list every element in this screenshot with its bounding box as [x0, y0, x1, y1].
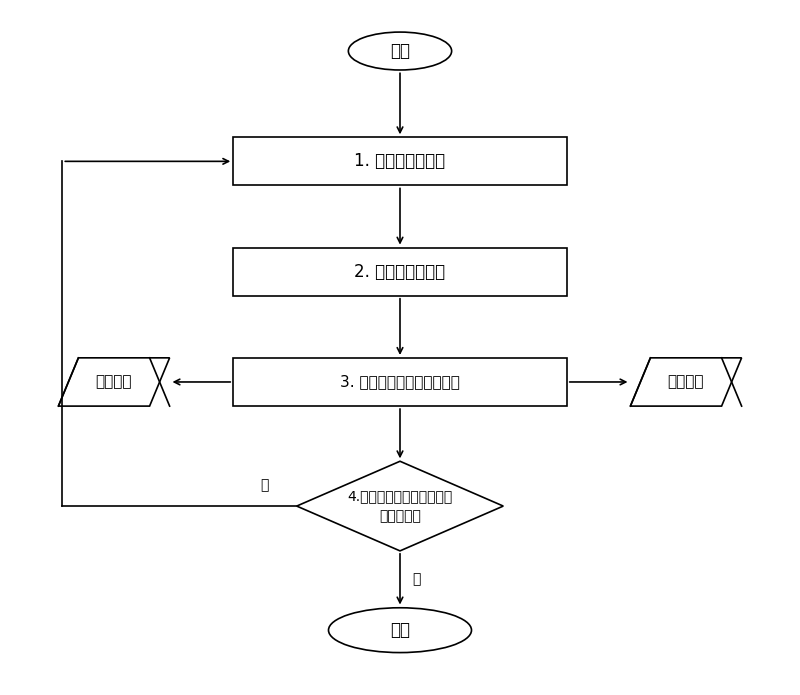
Text: 否: 否	[261, 478, 269, 492]
Text: 1. 复制公共基本块: 1. 复制公共基本块	[354, 152, 446, 170]
Text: 3. 更新基本块表和逻辑块表: 3. 更新基本块表和逻辑块表	[340, 375, 460, 389]
Text: 是: 是	[412, 572, 420, 586]
Text: 结束: 结束	[390, 621, 410, 639]
Text: 2. 修改控制流关系: 2. 修改控制流关系	[354, 263, 446, 281]
Text: 基本块表: 基本块表	[96, 375, 132, 389]
Text: 逻辑块表: 逻辑块表	[668, 375, 704, 389]
Text: 4.是否所有逻辑块都不存在
公共基本块: 4.是否所有逻辑块都不存在 公共基本块	[347, 489, 453, 523]
Text: 开始: 开始	[390, 42, 410, 60]
